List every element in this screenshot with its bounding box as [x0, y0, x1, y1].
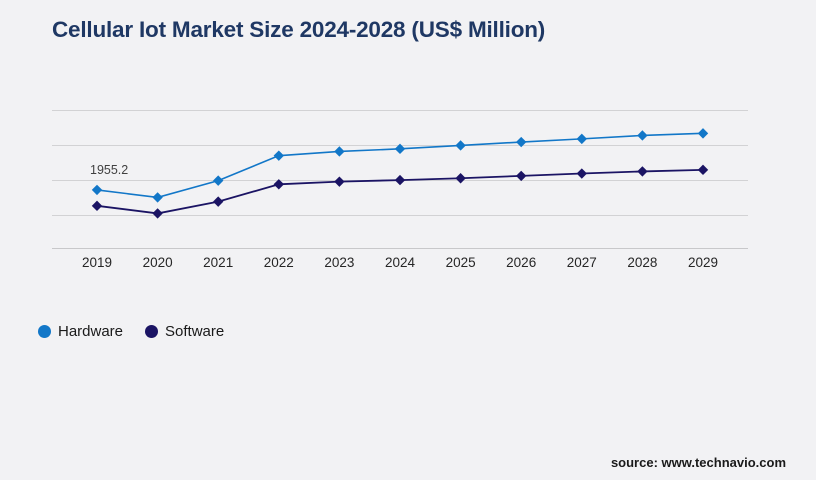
data-point-marker[interactable]: [334, 176, 345, 187]
data-point-marker[interactable]: [455, 173, 466, 184]
data-point-marker[interactable]: [91, 184, 103, 196]
x-axis-tick-label: 2025: [445, 255, 476, 270]
data-point-marker[interactable]: [576, 168, 587, 179]
data-point-marker[interactable]: [273, 179, 284, 190]
legend-marker-icon: [38, 325, 51, 338]
data-point-marker[interactable]: [697, 164, 709, 176]
data-point-marker[interactable]: [516, 136, 527, 148]
x-axis-tick-label: 2021: [203, 255, 234, 270]
x-axis-line: [52, 248, 748, 249]
x-axis-tick-label: 2024: [384, 255, 416, 270]
data-point-marker[interactable]: [576, 133, 587, 145]
x-axis-tick-label: 2027: [566, 255, 597, 270]
source-attribution: source: www.technavio.com: [610, 455, 786, 470]
data-point-marker[interactable]: [637, 166, 648, 177]
x-axis-tick-label: 2020: [142, 255, 173, 270]
chart-legend: Hardware Software: [38, 323, 224, 340]
legend-marker-icon: [145, 325, 159, 338]
data-point-marker[interactable]: [213, 175, 224, 186]
x-axis-tick-label: 2022: [263, 255, 294, 270]
data-point-marker[interactable]: [697, 128, 709, 139]
x-axis-tick-label: 2029: [687, 255, 719, 270]
legend-label: Software: [165, 323, 225, 340]
legend-label: Hardware: [58, 323, 124, 340]
series-plot: [91, 128, 709, 219]
x-axis-tick-label: 2026: [506, 255, 537, 270]
data-point-marker[interactable]: [152, 208, 163, 219]
data-label-1955-2: 1955.2: [90, 162, 129, 177]
x-axis-tick-label: 2023: [324, 255, 355, 270]
data-point-marker[interactable]: [516, 170, 527, 182]
legend-item-hardware[interactable]: Hardware: [38, 323, 123, 340]
series-line: [96, 132, 704, 199]
gridline: [52, 110, 748, 111]
legend-item-software[interactable]: Software: [145, 323, 224, 340]
x-axis-labels: 2019 2020 2021 2022 2023 2024 2025 2026 2027 2028…: [52, 255, 748, 275]
data-point-marker[interactable]: [637, 130, 648, 141]
data-point-marker[interactable]: [273, 150, 284, 161]
data-point-marker[interactable]: [152, 192, 163, 203]
gridline: [52, 215, 748, 216]
data-point-marker[interactable]: [394, 174, 406, 186]
x-axis-tick-label: 2028: [627, 255, 658, 270]
data-point-marker[interactable]: [91, 200, 103, 212]
plot-area: 1955.2: [52, 100, 748, 250]
data-point-marker[interactable]: [213, 196, 224, 207]
data-point-marker[interactable]: [334, 146, 345, 157]
data-point-marker[interactable]: [455, 140, 466, 151]
chart-title: Cellular Iot Market Size 2024-2028 (US$ …: [52, 17, 546, 42]
data-point-marker[interactable]: [394, 143, 406, 155]
x-axis-tick-label: 2019: [81, 255, 113, 270]
